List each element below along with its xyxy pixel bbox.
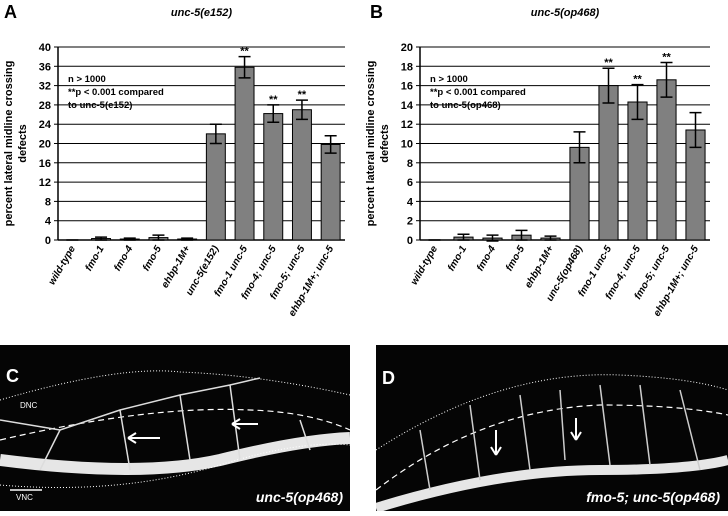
error-bar — [457, 233, 470, 241]
y-tick-label: 18 — [401, 61, 413, 73]
annotation: to unc-5(e152) — [68, 100, 132, 111]
y-tick-label: 8 — [407, 158, 413, 170]
y-tick-label: 12 — [401, 119, 413, 131]
panel-label: D — [382, 368, 395, 388]
y-tick-label: 16 — [39, 158, 51, 170]
x-tick-label: fmo-4 — [475, 244, 498, 273]
error-bar — [209, 123, 222, 145]
y-axis-label: defects — [17, 124, 29, 163]
y-tick-label: 32 — [39, 81, 51, 93]
y-tick-label: 20 — [39, 139, 51, 151]
y-axis-label: percent lateral midline crossing — [3, 61, 15, 227]
bar — [627, 101, 648, 241]
chart-title: unc-5(e152) — [171, 7, 232, 19]
significance-label: ** — [269, 94, 278, 106]
y-tick-label: 36 — [39, 61, 51, 73]
significance-label: ** — [604, 57, 613, 69]
error-bar — [486, 234, 499, 242]
bar — [205, 133, 226, 241]
error-bar — [295, 99, 308, 121]
annotation: n > 1000 — [430, 74, 468, 85]
significance-label: ** — [298, 89, 307, 101]
image-caption: fmo-5; unc-5(op468) — [586, 489, 720, 505]
x-tick-label: wild-type — [47, 244, 78, 287]
x-tick-label: fmo-4 — [112, 244, 135, 273]
x-tick-label: wild-type — [409, 244, 440, 287]
y-tick-label: 16 — [401, 81, 413, 93]
y-tick-label: 4 — [45, 216, 52, 228]
y-tick-label: 28 — [39, 100, 51, 112]
y-tick-label: 20 — [401, 42, 413, 54]
panel-label: A — [4, 2, 17, 22]
annotation: to unc-5(op468) — [430, 100, 501, 111]
y-tick-label: 6 — [407, 177, 413, 189]
significance-label: ** — [633, 74, 642, 86]
y-tick-label: 2 — [407, 216, 413, 228]
y-tick-label: 8 — [45, 196, 51, 208]
image-label: VNC — [16, 493, 33, 502]
error-bar — [660, 61, 673, 98]
error-bar — [238, 55, 251, 79]
x-tick-label: fmo-5 — [141, 244, 164, 273]
y-axis-label: percent lateral midline crossing — [365, 61, 377, 227]
y-tick-label: 24 — [39, 119, 52, 131]
bar — [656, 79, 677, 241]
error-bar — [544, 235, 557, 241]
significance-label: ** — [662, 51, 671, 63]
y-tick-label: 4 — [407, 196, 414, 208]
y-tick-label: 0 — [45, 235, 51, 247]
annotation: **p < 0.001 compared — [68, 87, 164, 98]
y-tick-label: 12 — [39, 177, 51, 189]
bar — [263, 113, 284, 241]
x-tick-label: fmo-1 — [446, 244, 469, 273]
image-caption: unc-5(op468) — [256, 489, 343, 505]
error-bar — [573, 131, 586, 164]
bar — [234, 66, 255, 241]
bar — [291, 109, 312, 241]
panel-label: C — [6, 366, 19, 386]
error-bar — [123, 237, 136, 241]
micrograph-c — [0, 345, 351, 511]
image-label: DNC — [20, 401, 38, 410]
x-tick-label: fmo-5 — [504, 244, 527, 273]
error-bar — [631, 83, 644, 121]
annotation: **p < 0.001 compared — [430, 87, 526, 98]
error-bar — [324, 135, 337, 154]
error-bar — [95, 236, 108, 241]
error-bar — [267, 104, 280, 124]
bar — [598, 85, 619, 241]
chart-title: unc-5(op468) — [531, 7, 600, 19]
error-bar — [181, 237, 194, 241]
y-axis-label: defects — [379, 124, 391, 163]
annotation: n > 1000 — [68, 74, 106, 85]
micrograph-d — [374, 345, 728, 513]
significance-label: ** — [240, 46, 249, 58]
error-bar — [515, 229, 528, 241]
y-tick-label: 0 — [407, 235, 413, 247]
error-bar — [689, 111, 702, 149]
x-tick-label: fmo-1 — [84, 244, 107, 273]
error-bar — [152, 234, 165, 241]
x-tick-label: ehbp-1M+ — [523, 244, 556, 290]
panel-label: B — [370, 2, 383, 22]
bar — [320, 143, 341, 241]
y-tick-label: 14 — [401, 100, 414, 112]
y-tick-label: 10 — [401, 139, 413, 151]
error-bar — [602, 67, 615, 104]
y-tick-label: 40 — [39, 42, 51, 54]
x-tick-label: ehbp-1M+ — [160, 244, 193, 290]
